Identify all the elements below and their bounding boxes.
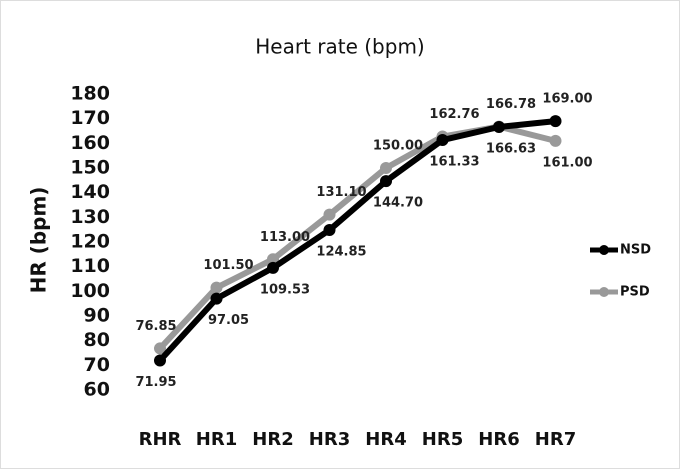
data-label: 113.00 [260,230,310,245]
data-label: 97.05 [208,313,249,328]
x-tick-label: HR1 [196,429,237,450]
data-label: 71.95 [135,375,176,390]
y-tick-label: 150 [70,157,110,179]
y-tick-label: 160 [70,132,110,154]
data-point [210,292,223,305]
data-label: 161.33 [429,155,479,170]
y-tick-label: 100 [70,280,110,302]
y-tick-label: 80 [84,329,110,351]
data-label: 131.10 [316,185,366,200]
x-tick-label: RHR [139,429,182,450]
data-label: 109.53 [260,282,310,297]
data-point [436,134,449,147]
data-point [323,208,336,221]
data-point [380,175,392,188]
data-label: 124.85 [316,245,366,260]
data-label: 166.63 [486,141,536,156]
legend-marker [599,245,609,255]
data-point [493,120,505,133]
data-point [154,354,166,367]
legend-label: PSD [620,285,650,300]
data-label: 169.00 [542,92,592,107]
data-point [210,281,223,294]
series-line [157,118,556,363]
data-label: 166.78 [486,97,536,112]
legend-marker [599,287,609,297]
data-label: 150.00 [373,139,423,154]
y-tick-label: 140 [70,181,110,203]
data-label: 144.70 [373,196,423,211]
data-point [549,115,562,128]
y-tick-label: 120 [70,231,110,253]
y-tick-label: 60 [84,379,110,401]
data-label: 161.00 [542,155,592,170]
y-axis-title: HR (bpm) [27,187,51,294]
x-tick-label: HR4 [365,429,406,450]
x-tick-label: HR7 [535,429,576,450]
x-tick-label: HR2 [252,429,293,450]
data-point [154,342,166,355]
data-label: 101.50 [203,258,253,273]
data-label: 162.76 [429,107,479,122]
x-tick-label: HR6 [478,429,519,450]
y-tick-label: 170 [70,107,110,129]
legend-label: NSD [620,243,651,258]
y-tick-label: 110 [70,255,110,277]
data-point [380,162,392,174]
y-tick-label: 130 [70,206,110,228]
y-tick-label: 180 [70,83,110,105]
y-tick-label: 90 [84,305,110,327]
data-label: 76.85 [135,319,176,334]
data-point [267,261,279,274]
data-point [549,134,562,147]
x-tick-label: HR3 [309,429,350,450]
chart-title: Heart rate (bpm) [255,35,424,59]
y-tick-label: 70 [84,354,110,376]
x-tick-label: HR5 [422,429,463,450]
data-point [323,224,336,237]
